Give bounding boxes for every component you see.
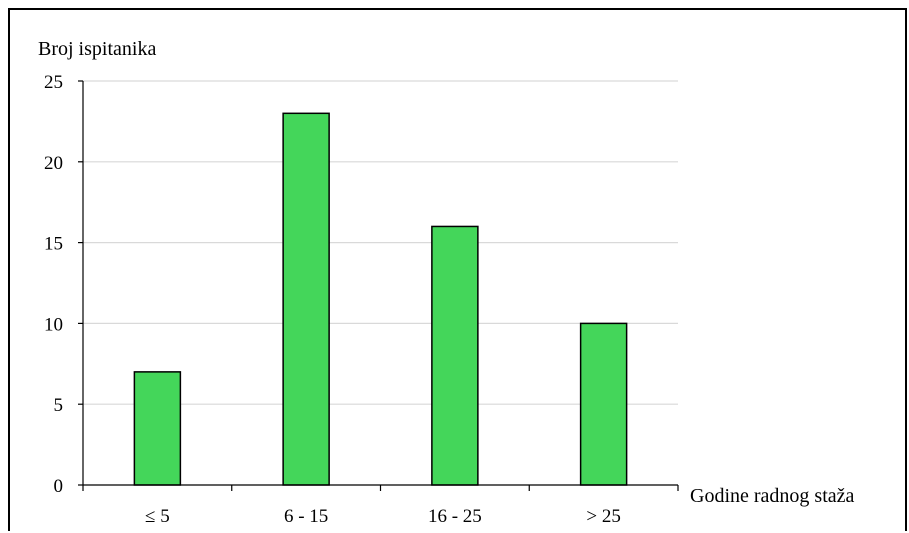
y-tick-label: 5	[54, 395, 64, 416]
x-tick-label: 16 - 25	[428, 506, 482, 527]
x-tick-label: ≤ 5	[145, 506, 170, 527]
bars	[133, 112, 628, 486]
bar	[579, 322, 628, 486]
y-tick-label: 20	[44, 153, 63, 174]
x-tick-label: > 25	[586, 506, 620, 527]
x-axis-title: Godine radnog staža	[690, 485, 855, 507]
y-tick-label: 10	[44, 314, 63, 335]
y-axis-title: Broj ispitanika	[38, 38, 156, 60]
chart-frame	[8, 8, 907, 531]
y-tick-label: 0	[54, 476, 64, 497]
x-tick-labels: ≤ 5 6 - 15 16 - 25 > 25	[145, 506, 621, 527]
y-tick-label: 25	[44, 72, 63, 93]
gridlines	[83, 80, 678, 405]
y-tick-label: 15	[44, 234, 63, 255]
x-tick-label: 6 - 15	[284, 506, 328, 527]
bar	[133, 371, 182, 486]
y-tick-labels: 0 5 10 15 20 25	[44, 72, 63, 497]
bar	[431, 225, 479, 486]
bar	[282, 112, 330, 486]
axes	[78, 80, 679, 491]
